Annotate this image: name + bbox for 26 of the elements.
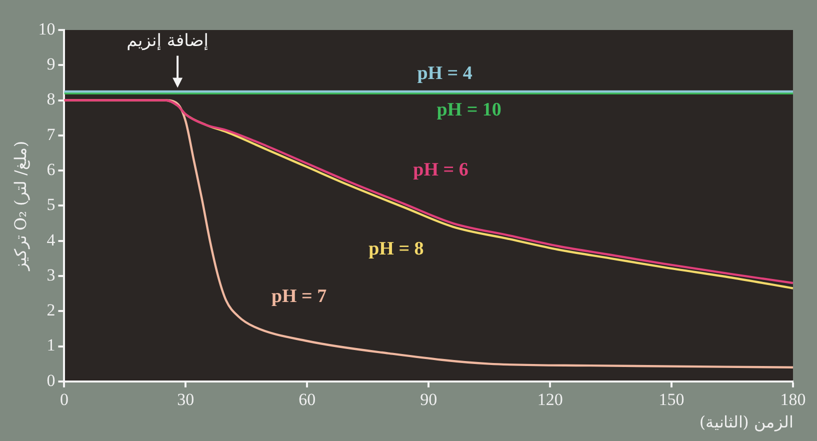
x-tick-label: 120 — [537, 390, 563, 410]
series-label: pH = 6 — [413, 159, 468, 180]
y-tick-label: 10 — [38, 19, 56, 38]
annotation: إضافة إنزيم — [126, 31, 209, 52]
series-label: pH = 10 — [436, 100, 502, 121]
x-tick-label: 60 — [298, 390, 316, 410]
y-tick-label: 8 — [46, 90, 56, 109]
y-tick-label: 6 — [46, 160, 56, 180]
y-tick-label: 5 — [46, 195, 56, 214]
y-tick-label: 4 — [46, 230, 56, 250]
series-label: pH = 8 — [368, 238, 424, 260]
y-tick-label: 1 — [46, 336, 56, 355]
x-tick-label: 90 — [420, 390, 438, 410]
x-tick-label: 30 — [177, 390, 194, 410]
x-tick-label: 150 — [658, 390, 684, 410]
series-label: pH = 7 — [271, 286, 328, 307]
x-tick-label: 0 — [60, 390, 68, 410]
y-tick-label: 0 — [46, 370, 56, 390]
y-axis-title: تركيز O₂ (ملغ/ لتر) — [10, 140, 30, 272]
y-tick-label: 9 — [46, 54, 56, 74]
x-axis-title: الزمن (الثانية) — [699, 412, 793, 432]
y-tick-label: 7 — [46, 124, 56, 144]
x-tick-label: 180 — [780, 390, 806, 410]
y-tick-label: 2 — [46, 300, 56, 320]
y-tick-label: 3 — [46, 265, 56, 284]
series-label: pH = 4 — [417, 62, 473, 84]
